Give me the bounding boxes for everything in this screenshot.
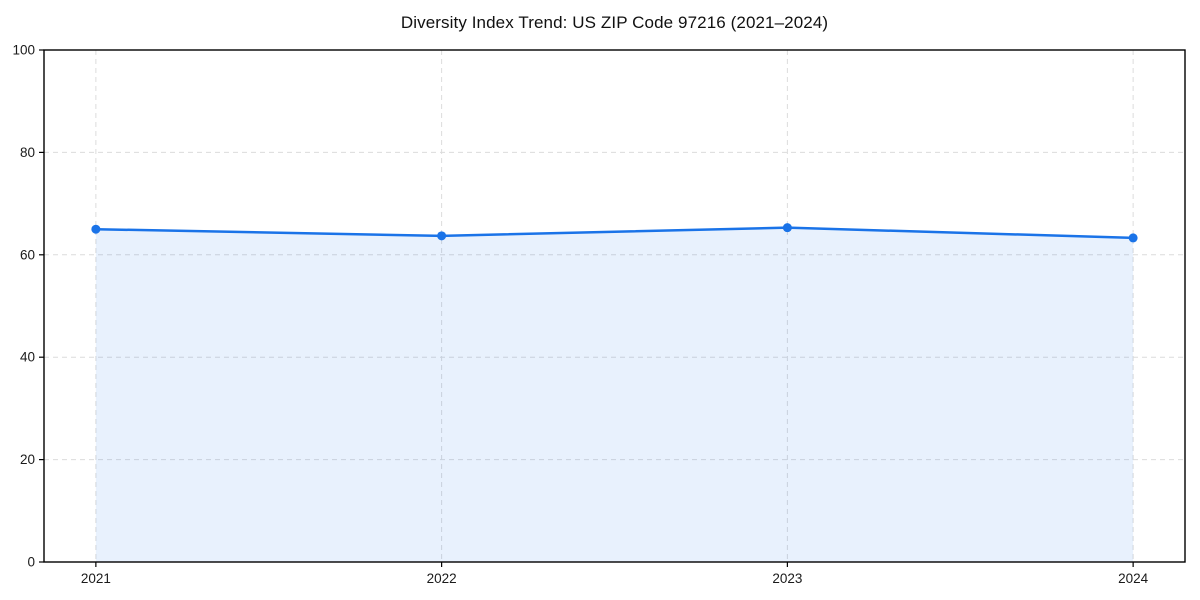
chart-title: Diversity Index Trend: US ZIP Code 97216…	[400, 13, 829, 32]
axis-frame	[43, 49, 1186, 563]
y-tick-label: 20	[20, 452, 35, 467]
data-point-marker	[1128, 233, 1138, 243]
y-tick-label: 60	[20, 247, 35, 262]
data-point-marker	[437, 231, 447, 241]
y-tick-label: 100	[12, 43, 35, 58]
data-point-marker	[782, 223, 792, 233]
y-tick-label: 80	[20, 145, 35, 160]
x-tick-label: 2024	[1118, 571, 1149, 586]
y-tick-label: 40	[20, 350, 35, 365]
y-tick-label: 0	[27, 555, 35, 570]
trend-line	[94, 226, 1135, 240]
area-fill	[95, 227, 1134, 562]
x-tick-label: 2023	[772, 571, 802, 586]
x-tick-label: 2021	[81, 571, 111, 586]
data-point-marker	[91, 224, 101, 234]
x-tick-label: 2022	[427, 571, 457, 586]
